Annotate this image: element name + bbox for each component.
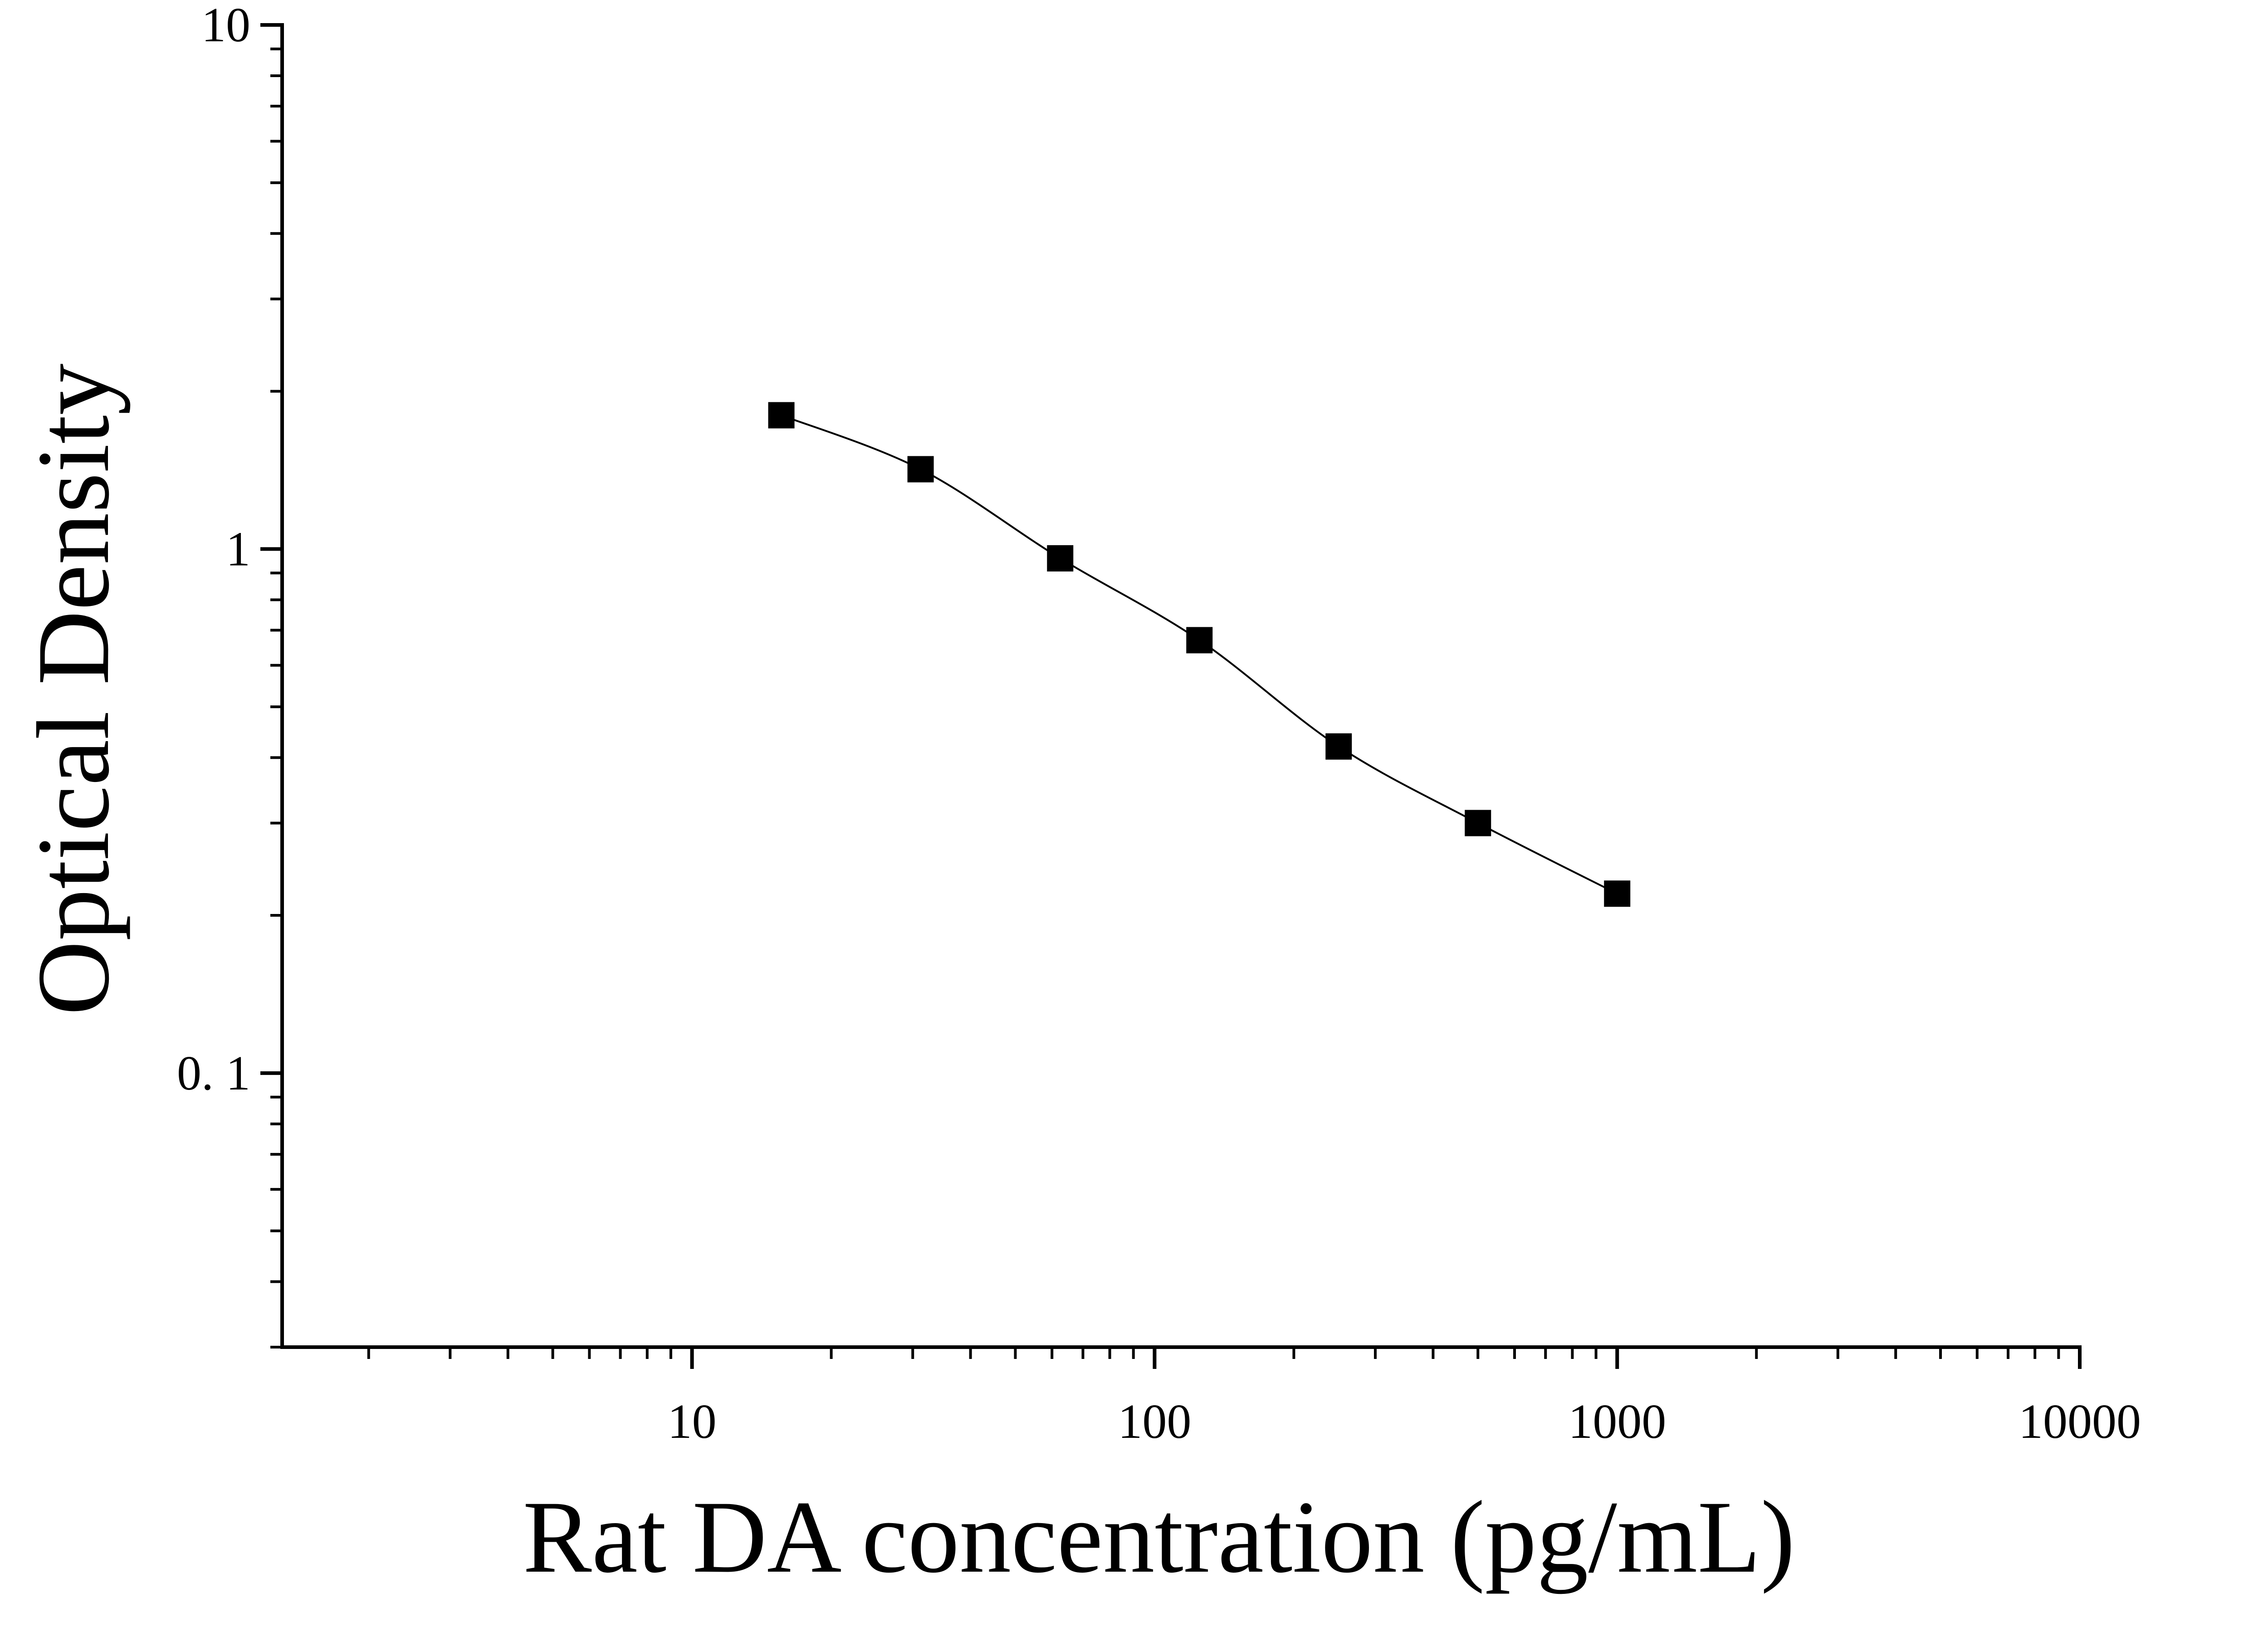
data-point-marker [1325,733,1352,760]
y-tick-label: 10 [201,0,250,52]
x-axis-title: Rat DA concentration (pg/mL) [523,1480,1795,1594]
tick-labels: 10 100 1000 10000 0. 1 1 10 [177,0,2141,1449]
data-point-marker [907,456,934,483]
data-point-marker [1465,810,1491,836]
axes [280,23,2082,1349]
x-tick-label: 10 [668,1395,717,1449]
y-axis-title: Optical Density [16,363,131,1015]
data-point-marker [1604,880,1631,907]
ticks [260,23,2082,1369]
x-tick-label: 100 [1118,1395,1191,1449]
data-point-marker [1186,627,1213,654]
fit-curve [781,414,1618,894]
x-tick-label: 10000 [2019,1395,2141,1449]
y-tick-label: 1 [226,522,250,576]
x-tick-label: 1000 [1568,1395,1666,1449]
data-point-marker [768,402,795,429]
y-tick-label: 0. 1 [177,1046,250,1100]
data-points [768,402,1631,907]
data-point-marker [1047,545,1074,572]
